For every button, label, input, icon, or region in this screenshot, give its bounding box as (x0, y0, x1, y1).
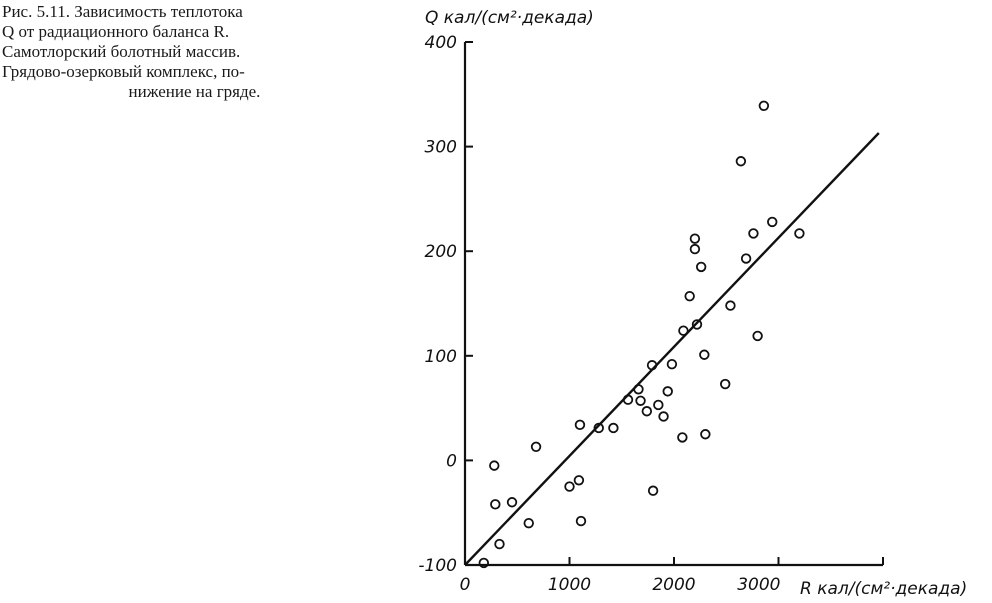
data-point (653, 399, 664, 411)
data-point (635, 395, 646, 406)
caption-line: Рис. 5.11. Зависимость теплотока (2, 2, 243, 21)
data-point (575, 515, 587, 527)
data-point (758, 100, 770, 112)
data-point (740, 253, 752, 264)
data-point (478, 557, 490, 569)
data-point (633, 384, 644, 395)
data-point (646, 360, 658, 371)
data-point (523, 517, 534, 529)
data-point (666, 358, 678, 370)
regression-line (464, 132, 880, 566)
data-point (699, 349, 710, 360)
data-point (735, 156, 747, 167)
data-point (622, 394, 634, 405)
data-point (689, 233, 701, 244)
y-tick-label: 400 (425, 33, 457, 53)
x-tick-label: 3000 (737, 575, 780, 595)
data-point (490, 499, 501, 510)
data-point (677, 432, 688, 443)
data-point (794, 228, 805, 239)
data-point (593, 422, 604, 434)
data-point (564, 481, 575, 492)
x-axis-label: R кал/(см²·декада) (800, 579, 967, 599)
y-tick-label: -100 (418, 556, 457, 576)
data-point (530, 441, 542, 453)
data-point (489, 460, 500, 471)
data-point (494, 538, 505, 550)
data-point (678, 325, 689, 336)
data-point (720, 378, 731, 390)
caption-line: Q от радиационного баланса R. (2, 22, 230, 41)
data-point (647, 485, 659, 496)
data-point (691, 319, 703, 330)
y-axis-label: Q кал/(см²·декада) (425, 8, 594, 28)
data-point (658, 411, 669, 422)
data-point (684, 290, 695, 302)
x-tick-label: 2000 (652, 575, 695, 595)
data-point (641, 406, 653, 417)
data-point (574, 419, 586, 431)
data-point (695, 261, 707, 273)
data-point (725, 300, 736, 311)
figure-caption: Рис. 5.11. Зависимость теплотока Q от ра… (2, 2, 387, 102)
data-point (573, 475, 585, 486)
y-tick-label: 300 (425, 138, 457, 158)
y-tick-label: 100 (425, 347, 457, 367)
data-point (689, 243, 701, 255)
data-point (506, 497, 518, 508)
data-point (608, 422, 619, 434)
y-tick-label: 0 (446, 451, 457, 471)
data-point (662, 386, 673, 397)
data-point (700, 429, 711, 440)
x-tick-label: 1000 (548, 575, 591, 595)
y-tick-label: 200 (425, 242, 457, 262)
caption-line: Самотлорский болотный массив. (2, 42, 241, 61)
data-point (767, 216, 778, 228)
caption-line: нижение на гряде. (128, 82, 261, 101)
data-point (752, 330, 763, 342)
data-point (748, 228, 759, 239)
x-tick-label: 0 (460, 575, 471, 595)
caption-line: Грядово-озерковый комплекс, по- (2, 62, 245, 81)
